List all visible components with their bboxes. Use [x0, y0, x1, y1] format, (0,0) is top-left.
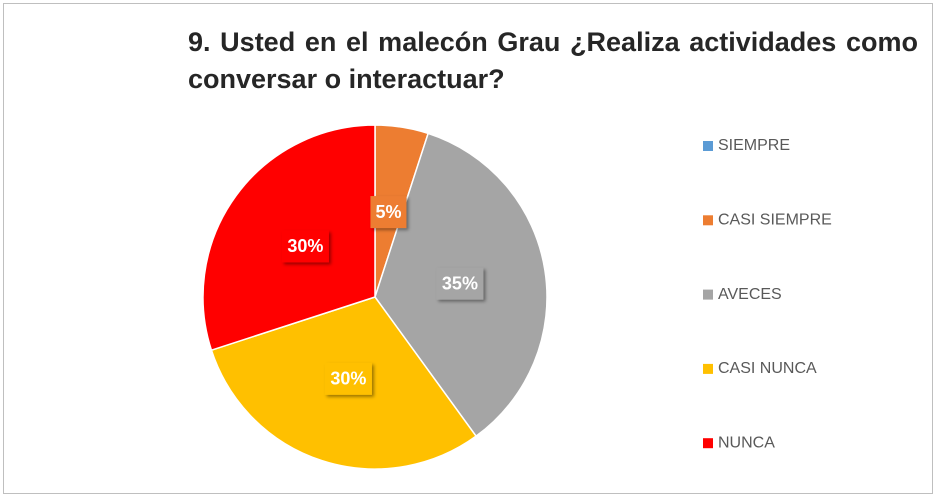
legend-label: NUNCA [718, 434, 775, 451]
legend-swatch [703, 141, 713, 151]
legend-swatch [703, 363, 713, 374]
chart-title: 9. Usted en el malecón Grau ¿Realiza act… [188, 27, 918, 94]
value-label-box [370, 196, 407, 229]
value-label-box [324, 362, 372, 395]
value-label-box [281, 230, 329, 263]
value-label-box [436, 267, 484, 300]
value-label: 30% [330, 369, 366, 389]
legend-label: CASI NUNCA [718, 360, 817, 377]
legend-label: SIEMPRE [718, 137, 790, 154]
legend-swatch [703, 438, 713, 449]
legend-label: AVECES [718, 286, 782, 303]
value-label: 35% [442, 273, 478, 293]
chart-frame [3, 3, 933, 494]
legend-label: CASI SIEMPRE [718, 212, 832, 229]
value-label: 30% [287, 236, 323, 256]
legend-swatch [703, 289, 713, 300]
legend-swatch [703, 215, 713, 226]
value-label: 5% [375, 202, 401, 222]
